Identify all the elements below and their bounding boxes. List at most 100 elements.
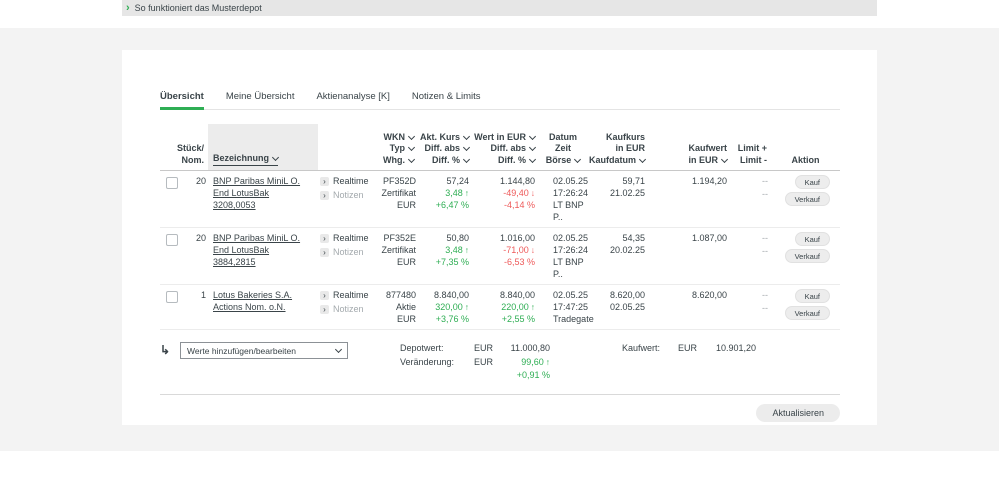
kaufkurs-cell: 8.620,00 02.05.25 [609,290,645,312]
divider [160,393,840,395]
table-row: 20 BNP Paribas MiniL O. End LotusBak 320… [160,171,840,228]
table-header-row: Stück/ Nom. Bezeichnung WKN Typ Whg. Akt… [160,124,840,171]
wkn-typ-whg: PF352D Zertifikat EUR [381,176,416,210]
wert-eur-cell: 8.840,00 220,00 ↑ +2,55 % [499,290,535,324]
row-checkbox[interactable] [166,291,178,303]
tab-notizen-limits[interactable]: Notizen & Limits [411,91,481,102]
notizen-link[interactable]: › Notizen [320,246,364,258]
table-row: 20 BNP Paribas MiniL O. End LotusBak 388… [160,228,840,285]
realtime-link[interactable]: › Realtime [320,289,369,301]
chevron-right-icon: › [126,2,130,14]
header-limit: Limit + Limit - [737,143,767,165]
row-checkbox[interactable] [166,177,178,189]
position-name-link[interactable]: Lotus Bakeries S.A. [213,290,293,300]
limit-cell: -- -- [731,232,771,280]
add-values-select[interactable]: Werte hinzufügen/bearbeiten [180,342,348,359]
limit-minus-value: -- [762,189,768,199]
wert-eur-cell: 1.144,80 -49,40 ↓ -4,14 % [499,176,535,210]
chevron-right-icon: › [320,176,329,186]
up-arrow-icon: ↑ [464,302,469,312]
sort-wert-diff-pct[interactable]: Diff. % [498,155,537,167]
header-wert-eur: Wert in EUR Diff. abs Diff. % [473,124,539,170]
sort-bezeichnung[interactable]: Bezeichnung [213,153,280,166]
header-links-spacer [318,124,372,170]
depotwert-value: 11.000,80 [510,343,550,353]
header-kaufkurs: Kaufkurs in EUR Kaufdatum [589,131,647,167]
header-akt-kurs: Akt. Kurs Diff. abs Diff. % [418,124,473,170]
kauf-button[interactable]: Kauf [794,175,830,189]
chevron-down-icon [334,345,343,354]
kaufwert-currency: EUR [678,343,698,353]
verkauf-button[interactable]: Verkauf [784,249,830,263]
up-arrow-icon: ↑ [464,245,469,255]
row-checkbox[interactable] [166,234,178,246]
position-name-link[interactable]: 3208,0053 [213,200,256,210]
sort-diff-abs[interactable]: Diff. abs [424,143,471,155]
position-name-link[interactable]: BNP Paribas MiniL O. [213,176,301,186]
aktualisieren-button[interactable]: Aktualisieren [756,403,840,422]
notizen-link[interactable]: › Notizen [320,303,364,315]
wkn-typ-whg: PF352E Zertifikat EUR [381,233,416,267]
tab-aktienanalyse[interactable]: Aktienanalyse [K] [316,91,390,102]
header-wkn-typ-whg: WKN Typ Whg. [372,124,418,170]
topbar-link[interactable]: So funktioniert das Musterdepot [134,3,262,13]
kauf-button[interactable]: Kauf [794,289,830,303]
sort-kaufdatum[interactable]: Kaufdatum [589,155,647,167]
sort-chevron-icon [407,132,416,140]
kaufwert-label: Kaufwert: [622,343,661,353]
notizen-link[interactable]: › Notizen [320,189,364,201]
position-name-link[interactable]: 3884,2815 [213,257,256,267]
kauf-button[interactable]: Kauf [794,232,830,246]
position-name: BNP Paribas MiniL O. End LotusBak 3208,0… [208,175,318,223]
sort-typ[interactable]: Typ [390,143,416,155]
verkauf-button[interactable]: Verkauf [784,306,830,320]
header-datum-zeit-boerse: Datum Zeit Börse [539,124,587,170]
chevron-right-icon: › [320,190,329,200]
quantity: 20 [195,176,206,186]
veraenderung-label: Veränderung: [400,356,455,367]
tab-bar: Übersicht Meine Übersicht Aktienanalyse … [160,91,840,110]
akt-kurs-cell: 8.840,00 320,00 ↑ +3,76 % [433,290,469,324]
akt-kurs-cell: 57,24 3,48 ↑ +6,47 % [435,176,469,210]
down-arrow-icon: ↓ [530,245,535,255]
verkauf-button[interactable]: Verkauf [784,192,830,206]
position-name-link[interactable]: End LotusBak [213,188,270,198]
sort-akt-kurs[interactable]: Akt. Kurs [420,132,471,144]
sort-wkn[interactable]: WKN [384,132,416,144]
realtime-link[interactable]: › Realtime [320,232,369,244]
sort-wert-diff-abs[interactable]: Diff. abs [490,143,537,155]
limit-plus-value: -- [762,176,768,186]
limit-minus-value: -- [762,303,768,313]
sort-wert[interactable]: Wert in EUR [474,132,537,144]
sort-kaufwert[interactable]: in EUR [688,155,729,167]
position-name-link[interactable]: BNP Paribas MiniL O. [213,233,301,243]
sort-chevron-icon [407,155,416,163]
up-arrow-icon: ↑ [464,188,469,198]
position-name-link[interactable]: Actions Nom. o.N. [213,302,286,312]
kaufwert-cell: 1.194,20 [691,176,727,186]
position-name: BNP Paribas MiniL O. End LotusBak 3884,2… [208,232,318,280]
tab-meine-uebersicht[interactable]: Meine Übersicht [225,91,295,102]
limit-minus-value: -- [762,246,768,256]
header-aktion: Aktion [791,154,820,165]
sort-chevron-icon [720,155,729,163]
sort-chevron-icon [462,144,471,152]
sort-diff-pct[interactable]: Diff. % [432,155,471,167]
sort-chevron-icon [462,155,471,163]
realtime-link[interactable]: › Realtime [320,175,369,187]
chevron-right-icon: › [320,233,329,243]
limit-cell: -- -- [731,175,771,223]
chevron-right-icon: › [320,290,329,300]
kaufkurs-cell: 59,71 21.02.25 [609,176,645,198]
sort-chevron-icon [407,144,416,152]
return-arrow-icon: ↳ [160,343,171,357]
sort-whg[interactable]: Whg. [383,155,416,167]
quantity: 1 [200,290,206,300]
tab-uebersicht[interactable]: Übersicht [160,91,204,110]
sort-chevron-icon [574,155,582,163]
chevron-right-icon: › [320,247,329,257]
up-arrow-icon: ↑ [530,302,535,312]
wert-eur-cell: 1.016,00 -71,00 ↓ -6,53 % [499,233,535,267]
position-name-link[interactable]: End LotusBak [213,245,270,255]
sort-boerse[interactable]: Börse [546,155,582,167]
